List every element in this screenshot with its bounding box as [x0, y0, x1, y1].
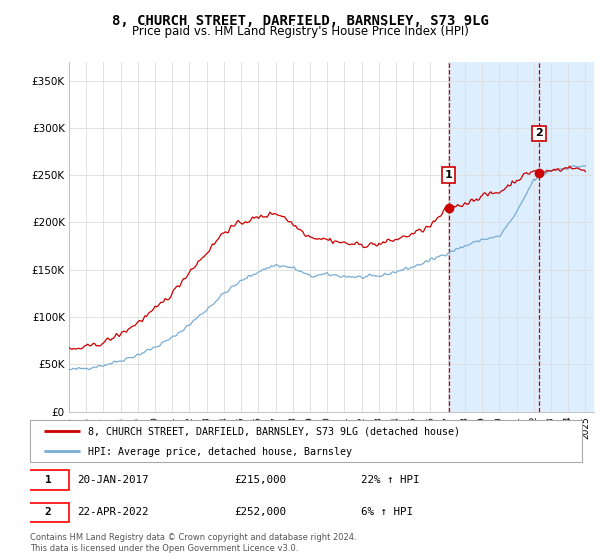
Text: 6% ↑ HPI: 6% ↑ HPI	[361, 507, 413, 517]
Text: HPI: Average price, detached house, Barnsley: HPI: Average price, detached house, Barn…	[88, 447, 352, 457]
Text: 20-JAN-2017: 20-JAN-2017	[77, 475, 148, 486]
Text: 22-APR-2022: 22-APR-2022	[77, 507, 148, 517]
Text: 2: 2	[535, 128, 543, 138]
Text: Contains HM Land Registry data © Crown copyright and database right 2024.
This d: Contains HM Land Registry data © Crown c…	[30, 533, 356, 553]
Text: 8, CHURCH STREET, DARFIELD, BARNSLEY, S73 9LG (detached house): 8, CHURCH STREET, DARFIELD, BARNSLEY, S7…	[88, 427, 460, 437]
Text: 8, CHURCH STREET, DARFIELD, BARNSLEY, S73 9LG: 8, CHURCH STREET, DARFIELD, BARNSLEY, S7…	[112, 14, 488, 28]
Text: 22% ↑ HPI: 22% ↑ HPI	[361, 475, 420, 486]
Text: £215,000: £215,000	[234, 475, 286, 486]
Text: 1: 1	[445, 170, 452, 180]
FancyBboxPatch shape	[30, 420, 582, 462]
Bar	[449, 62, 594, 412]
FancyBboxPatch shape	[27, 502, 68, 522]
Text: £252,000: £252,000	[234, 507, 286, 517]
Text: Price paid vs. HM Land Registry's House Price Index (HPI): Price paid vs. HM Land Registry's House …	[131, 25, 469, 38]
Text: 2: 2	[44, 507, 52, 517]
Text: 1: 1	[44, 475, 52, 486]
FancyBboxPatch shape	[27, 470, 68, 490]
